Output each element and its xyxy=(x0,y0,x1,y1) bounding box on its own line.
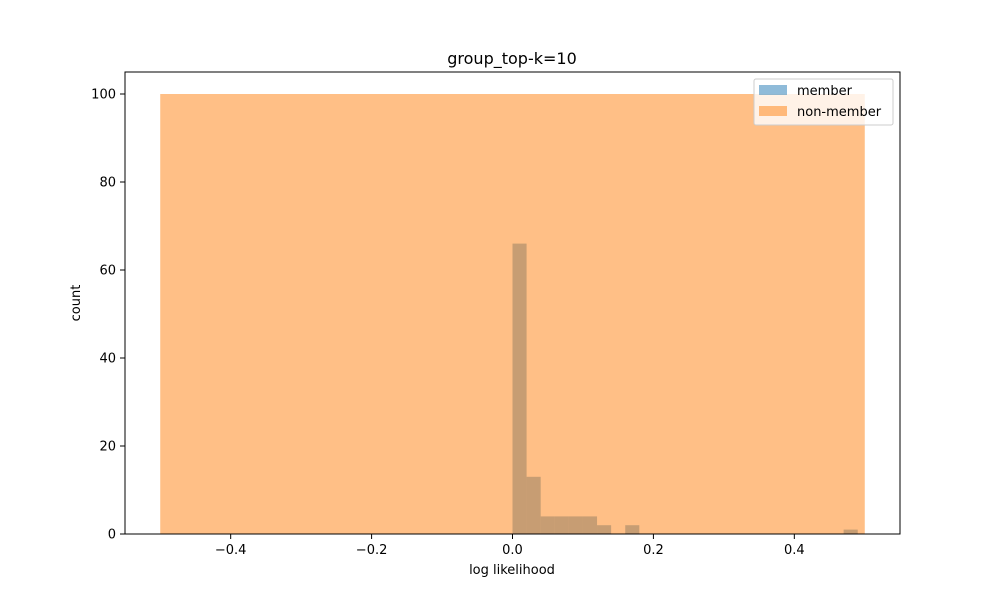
bars-layer xyxy=(160,94,865,534)
x-axis-ticks: −0.4 −0.2 0.0 0.2 0.4 xyxy=(215,534,805,558)
legend-label-member: member xyxy=(797,84,853,99)
bar-non-member-0 xyxy=(160,94,865,534)
legend-swatch-member xyxy=(759,85,787,95)
x-tick-label: 0.2 xyxy=(643,543,664,558)
legend-label-non-member: non-member xyxy=(797,105,882,120)
y-tick-label: 40 xyxy=(99,352,116,367)
y-axis-ticks: 0 20 40 60 80 100 xyxy=(91,88,125,543)
y-tick-label: 60 xyxy=(99,264,116,279)
legend: member non-member xyxy=(753,78,894,126)
x-tick-label: −0.4 xyxy=(215,543,247,558)
y-tick-label: 80 xyxy=(99,176,116,191)
x-tick-label: 0.0 xyxy=(502,543,523,558)
x-tick-label: 0.4 xyxy=(784,543,805,558)
y-tick-label: 20 xyxy=(99,440,116,455)
y-tick-label: 0 xyxy=(108,528,116,543)
x-tick-label: −0.2 xyxy=(356,543,388,558)
legend-frame xyxy=(753,78,894,126)
x-axis-label: log likelihood xyxy=(469,563,555,578)
chart-title: group_top-k=10 xyxy=(447,49,577,69)
legend-swatch-non-member xyxy=(759,106,787,116)
y-tick-label: 100 xyxy=(91,88,116,103)
y-axis-label: count xyxy=(69,285,84,322)
